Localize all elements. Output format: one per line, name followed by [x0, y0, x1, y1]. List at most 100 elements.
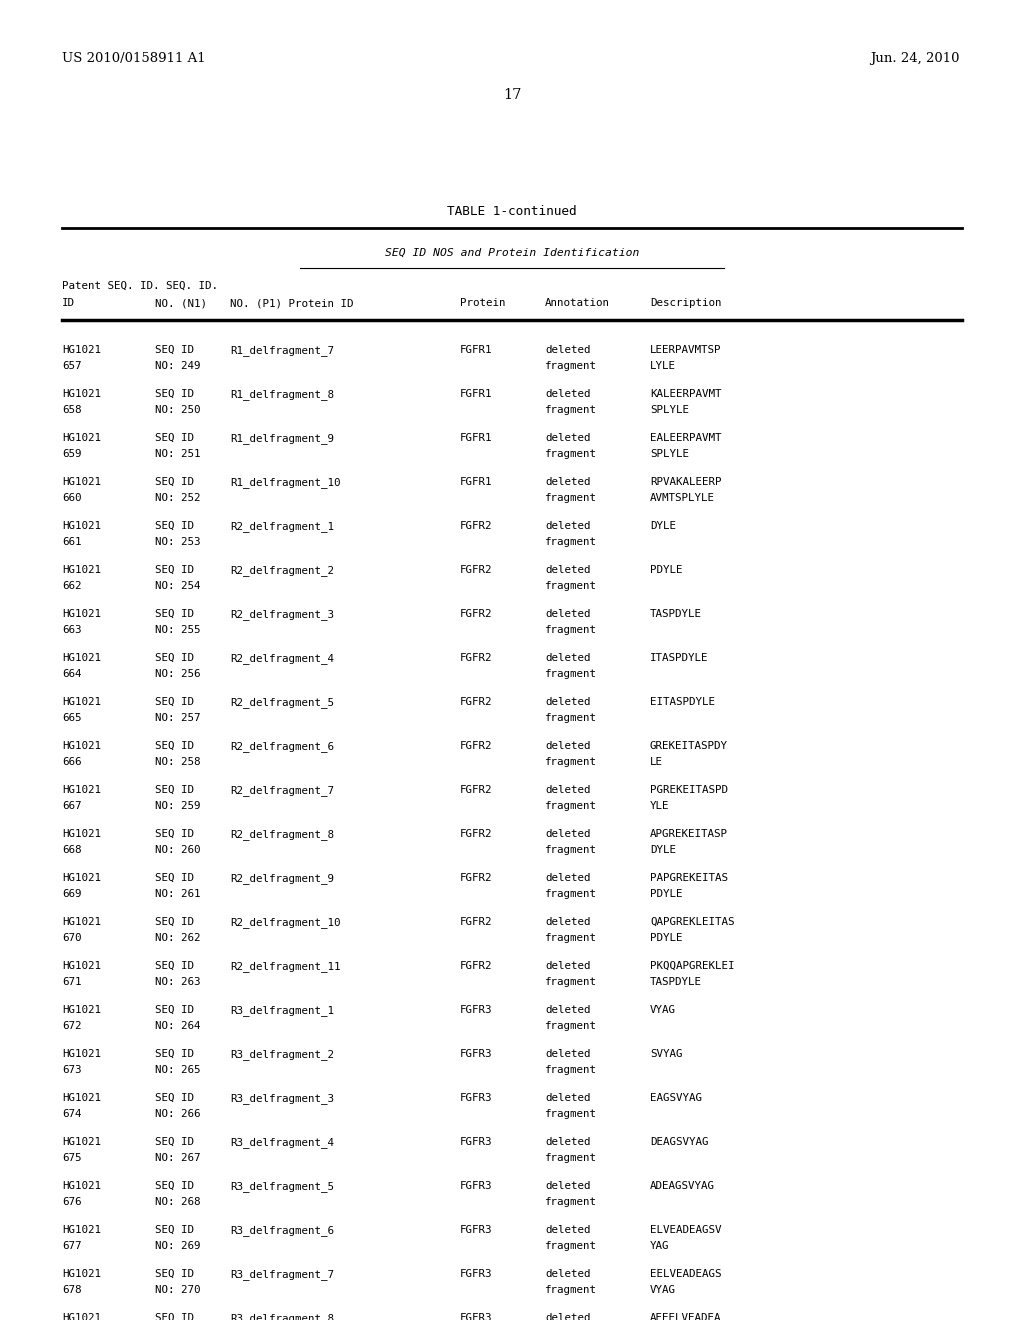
Text: deleted: deleted: [545, 1313, 591, 1320]
Text: FGFR3: FGFR3: [460, 1313, 493, 1320]
Text: KALEERPAVMT: KALEERPAVMT: [650, 389, 722, 399]
Text: fragment: fragment: [545, 1020, 597, 1031]
Text: EAGSVYAG: EAGSVYAG: [650, 1093, 702, 1104]
Text: HG1021: HG1021: [62, 345, 101, 355]
Text: R2_delfragment_3: R2_delfragment_3: [230, 609, 334, 620]
Text: HG1021: HG1021: [62, 1049, 101, 1059]
Text: HG1021: HG1021: [62, 785, 101, 795]
Text: R3_delfragment_7: R3_delfragment_7: [230, 1269, 334, 1280]
Text: NO: 266: NO: 266: [155, 1109, 201, 1119]
Text: SEQ ID: SEQ ID: [155, 1181, 194, 1191]
Text: SEQ ID: SEQ ID: [155, 1313, 194, 1320]
Text: NO: 270: NO: 270: [155, 1284, 201, 1295]
Text: 669: 669: [62, 888, 82, 899]
Text: NO. (N1): NO. (N1): [155, 298, 207, 308]
Text: NO: 259: NO: 259: [155, 801, 201, 810]
Text: deleted: deleted: [545, 389, 591, 399]
Text: fragment: fragment: [545, 756, 597, 767]
Text: deleted: deleted: [545, 741, 591, 751]
Text: R2_delfragment_1: R2_delfragment_1: [230, 521, 334, 532]
Text: HG1021: HG1021: [62, 1181, 101, 1191]
Text: HG1021: HG1021: [62, 477, 101, 487]
Text: SEQ ID: SEQ ID: [155, 433, 194, 444]
Text: FGFR2: FGFR2: [460, 741, 493, 751]
Text: R1_delfragment_7: R1_delfragment_7: [230, 345, 334, 356]
Text: fragment: fragment: [545, 1109, 597, 1119]
Text: fragment: fragment: [545, 1197, 597, 1206]
Text: SEQ ID: SEQ ID: [155, 521, 194, 531]
Text: FGFR3: FGFR3: [460, 1181, 493, 1191]
Text: fragment: fragment: [545, 492, 597, 503]
Text: TABLE 1-continued: TABLE 1-continued: [447, 205, 577, 218]
Text: 677: 677: [62, 1241, 82, 1251]
Text: deleted: deleted: [545, 521, 591, 531]
Text: HG1021: HG1021: [62, 1225, 101, 1236]
Text: 17: 17: [503, 88, 521, 102]
Text: FGFR2: FGFR2: [460, 609, 493, 619]
Text: SEQ ID: SEQ ID: [155, 785, 194, 795]
Text: R2_delfragment_7: R2_delfragment_7: [230, 785, 334, 796]
Text: PAPGREKEITAS: PAPGREKEITAS: [650, 873, 728, 883]
Text: HG1021: HG1021: [62, 653, 101, 663]
Text: 657: 657: [62, 360, 82, 371]
Text: FGFR2: FGFR2: [460, 565, 493, 576]
Text: FGFR3: FGFR3: [460, 1093, 493, 1104]
Text: FGFR3: FGFR3: [460, 1225, 493, 1236]
Text: NO: 268: NO: 268: [155, 1197, 201, 1206]
Text: PDYLE: PDYLE: [650, 888, 683, 899]
Text: deleted: deleted: [545, 433, 591, 444]
Text: SEQ ID: SEQ ID: [155, 1269, 194, 1279]
Text: SPLYLE: SPLYLE: [650, 449, 689, 459]
Text: 678: 678: [62, 1284, 82, 1295]
Text: HG1021: HG1021: [62, 873, 101, 883]
Text: HG1021: HG1021: [62, 1005, 101, 1015]
Text: QAPGREKLEITAS: QAPGREKLEITAS: [650, 917, 734, 927]
Text: FGFR3: FGFR3: [460, 1049, 493, 1059]
Text: HG1021: HG1021: [62, 697, 101, 708]
Text: deleted: deleted: [545, 653, 591, 663]
Text: R3_delfragment_8: R3_delfragment_8: [230, 1313, 334, 1320]
Text: VYAG: VYAG: [650, 1284, 676, 1295]
Text: NO: 257: NO: 257: [155, 713, 201, 723]
Text: LYLE: LYLE: [650, 360, 676, 371]
Text: Patent SEQ. ID. SEQ. ID.: Patent SEQ. ID. SEQ. ID.: [62, 281, 218, 290]
Text: FGFR1: FGFR1: [460, 433, 493, 444]
Text: DEAGSVYAG: DEAGSVYAG: [650, 1137, 709, 1147]
Text: deleted: deleted: [545, 961, 591, 972]
Text: deleted: deleted: [545, 1225, 591, 1236]
Text: R3_delfragment_2: R3_delfragment_2: [230, 1049, 334, 1060]
Text: R2_delfragment_10: R2_delfragment_10: [230, 917, 341, 928]
Text: APGREKEITASP: APGREKEITASP: [650, 829, 728, 840]
Text: SEQ ID: SEQ ID: [155, 1093, 194, 1104]
Text: NO: 252: NO: 252: [155, 492, 201, 503]
Text: Annotation: Annotation: [545, 298, 610, 308]
Text: 668: 668: [62, 845, 82, 855]
Text: SEQ ID: SEQ ID: [155, 741, 194, 751]
Text: NO: 249: NO: 249: [155, 360, 201, 371]
Text: PDYLE: PDYLE: [650, 565, 683, 576]
Text: NO: 264: NO: 264: [155, 1020, 201, 1031]
Text: 663: 663: [62, 624, 82, 635]
Text: HG1021: HG1021: [62, 741, 101, 751]
Text: SEQ ID: SEQ ID: [155, 1049, 194, 1059]
Text: R2_delfragment_4: R2_delfragment_4: [230, 653, 334, 664]
Text: SEQ ID: SEQ ID: [155, 961, 194, 972]
Text: 660: 660: [62, 492, 82, 503]
Text: R2_delfragment_5: R2_delfragment_5: [230, 697, 334, 708]
Text: Description: Description: [650, 298, 722, 308]
Text: HG1021: HG1021: [62, 917, 101, 927]
Text: ITASPDYLE: ITASPDYLE: [650, 653, 709, 663]
Text: TASPDYLE: TASPDYLE: [650, 609, 702, 619]
Text: YLE: YLE: [650, 801, 670, 810]
Text: NO: 256: NO: 256: [155, 669, 201, 678]
Text: FGFR1: FGFR1: [460, 345, 493, 355]
Text: R1_delfragment_10: R1_delfragment_10: [230, 477, 341, 488]
Text: SEQ ID: SEQ ID: [155, 653, 194, 663]
Text: 667: 667: [62, 801, 82, 810]
Text: deleted: deleted: [545, 1269, 591, 1279]
Text: AVMTSPLYLE: AVMTSPLYLE: [650, 492, 715, 503]
Text: SEQ ID: SEQ ID: [155, 609, 194, 619]
Text: SEQ ID: SEQ ID: [155, 917, 194, 927]
Text: fragment: fragment: [545, 624, 597, 635]
Text: EELVEADEAGS: EELVEADEAGS: [650, 1269, 722, 1279]
